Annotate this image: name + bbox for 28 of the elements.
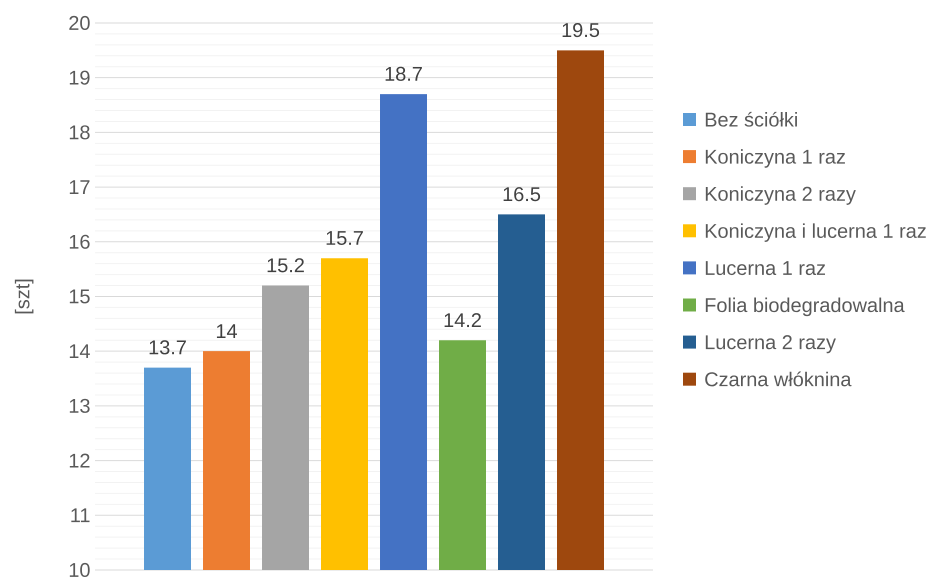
data-label: 16.5 xyxy=(504,187,540,202)
y-tick-label: 18 xyxy=(70,125,90,140)
y-tick-label: 20 xyxy=(69,16,90,30)
legend-label: Lucerna 1 raz xyxy=(706,261,826,276)
legend-label: Czarna włóknina xyxy=(705,372,852,386)
legend-label: Koniczyna i lucerna 1 raz xyxy=(706,223,926,242)
data-label: 19.5 xyxy=(562,23,600,38)
y-tick-label: 11 xyxy=(71,508,90,522)
legend-label: Koniczyna 1 raz xyxy=(706,149,845,168)
y-tick-label: 14 xyxy=(70,344,90,358)
y-tick-label: 15 xyxy=(70,290,90,304)
y-tick-label: 12 xyxy=(70,454,90,468)
legend-label: Koniczyna 2 razy xyxy=(706,186,856,205)
y-axis-title: [szt] xyxy=(14,280,34,314)
y-tick-label: 17 xyxy=(70,180,90,194)
y-tick-label: 16 xyxy=(70,234,90,249)
y-tick-label: 19 xyxy=(70,70,90,85)
data-label: 13.7 xyxy=(150,340,186,354)
legend-label: Bez ściółki xyxy=(706,112,797,127)
y-tick-label: 13 xyxy=(70,398,90,413)
legend-label: Folia biodegradowalna xyxy=(706,298,905,316)
legend-label: Lucerna 2 razy xyxy=(706,335,836,354)
data-label: 15.7 xyxy=(326,231,363,245)
y-tick-label: 10 xyxy=(70,562,90,578)
data-label: 18.7 xyxy=(386,66,422,81)
data-label: 14 xyxy=(216,324,238,338)
data-label: 14.2 xyxy=(444,313,481,328)
data-label: 15.2 xyxy=(268,258,304,272)
